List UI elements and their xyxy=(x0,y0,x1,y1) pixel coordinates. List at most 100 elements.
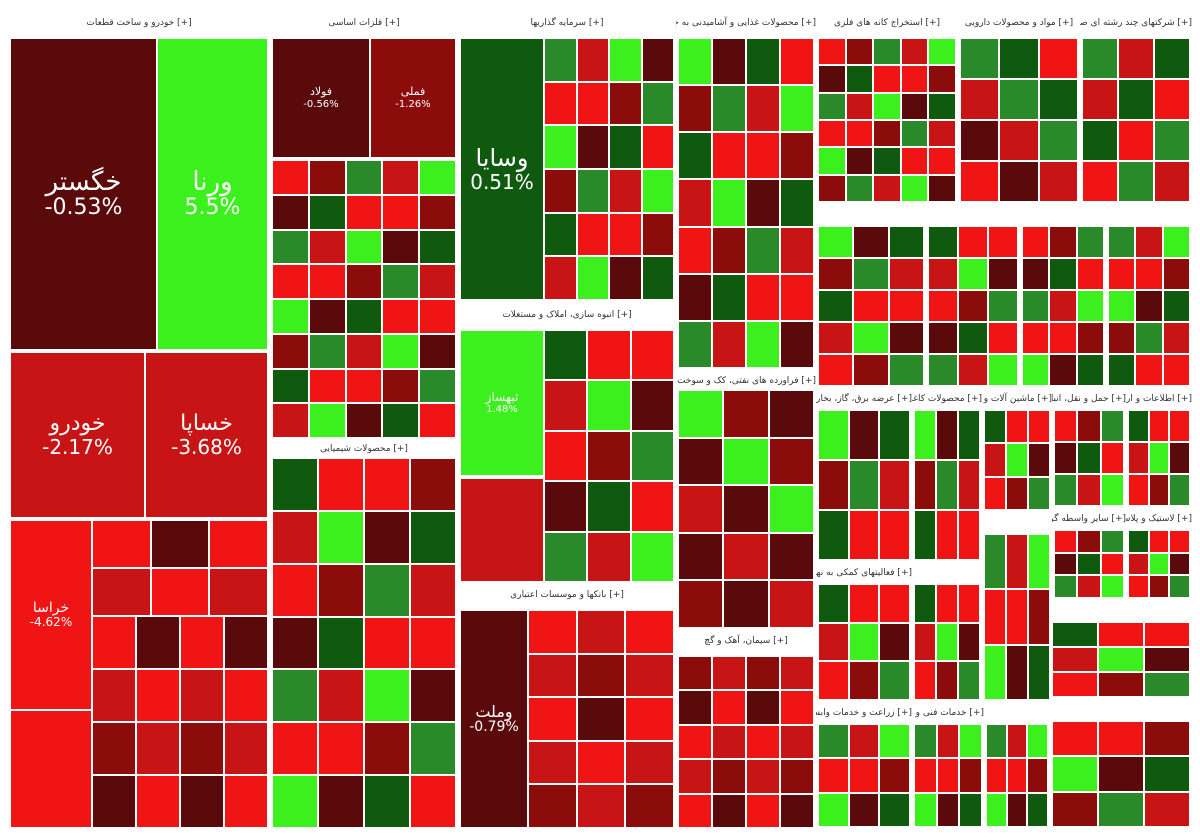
stock-tile[interactable] xyxy=(879,792,910,827)
stock-tile[interactable] xyxy=(528,610,577,654)
stock-tile[interactable] xyxy=(1118,161,1154,202)
stock-tile[interactable] xyxy=(364,616,410,670)
stock-tile[interactable] xyxy=(678,320,712,368)
stock-tile[interactable] xyxy=(986,724,1007,759)
stock-tile[interactable] xyxy=(224,722,268,775)
stock-tile[interactable] xyxy=(984,644,1006,700)
stock-tile[interactable] xyxy=(678,38,712,86)
stock-tile[interactable] xyxy=(1054,575,1078,598)
stock-tile[interactable] xyxy=(544,531,588,582)
stock-tile[interactable] xyxy=(1108,322,1136,354)
stock-tile[interactable] xyxy=(1108,258,1136,290)
stock-tile[interactable] xyxy=(958,622,980,662)
stock-tile[interactable] xyxy=(625,653,674,698)
stock-tile[interactable] xyxy=(345,264,383,299)
stock-tile[interactable] xyxy=(345,299,383,334)
stock-tile[interactable] xyxy=(958,410,980,460)
stock-tile[interactable] xyxy=(136,722,180,775)
stock-tile[interactable] xyxy=(928,322,958,354)
stock-tile[interactable] xyxy=(576,38,609,82)
stock-tile[interactable] xyxy=(1100,474,1124,506)
stock-tile[interactable] xyxy=(936,584,958,623)
stock-tile[interactable] xyxy=(272,722,318,776)
stock-tile[interactable] xyxy=(1100,575,1124,598)
stock-tile[interactable] xyxy=(888,226,924,258)
stock-tile[interactable] xyxy=(678,793,712,828)
stock-tile[interactable] xyxy=(318,510,364,564)
stock-tile[interactable] xyxy=(1054,474,1078,506)
stock-tile[interactable] xyxy=(999,79,1039,120)
stock-tile[interactable] xyxy=(345,333,383,369)
sector-header[interactable]: [+] ماشین آلات و تجهیزات xyxy=(982,390,1052,408)
stock-tile[interactable] xyxy=(879,661,910,700)
stock-tile[interactable] xyxy=(1038,38,1078,79)
stock-tile[interactable] xyxy=(1006,443,1028,477)
stock-tile[interactable] xyxy=(900,65,929,93)
stock-tile[interactable] xyxy=(576,169,609,213)
stock-tile[interactable] xyxy=(914,758,937,793)
stock-tile[interactable] xyxy=(1148,442,1170,474)
stock-tile[interactable] xyxy=(641,81,674,126)
stock-tile[interactable] xyxy=(1162,226,1190,258)
stock-tile[interactable] xyxy=(180,775,224,828)
stock-tile[interactable] xyxy=(848,622,880,662)
stock-tile[interactable] xyxy=(936,460,958,510)
stock-tile[interactable] xyxy=(1148,552,1170,576)
stock-tile[interactable] xyxy=(768,532,814,581)
stock-tile[interactable] xyxy=(984,534,1006,590)
stock-tile[interactable] xyxy=(308,194,346,230)
stock-tile[interactable] xyxy=(460,478,544,582)
stock-tile[interactable] xyxy=(848,724,880,759)
stock-tile[interactable] xyxy=(1006,758,1028,793)
stock-tile[interactable] xyxy=(780,759,814,794)
stock-tile[interactable] xyxy=(419,160,456,195)
stock-tile[interactable] xyxy=(318,722,364,776)
stock-tile[interactable] xyxy=(364,722,410,776)
stock-tile[interactable] xyxy=(914,792,937,827)
stock-tile[interactable] xyxy=(1082,38,1118,79)
stock-tile[interactable] xyxy=(1148,530,1170,553)
stock-tile[interactable] xyxy=(1077,575,1101,598)
stock-tile[interactable] xyxy=(936,724,960,759)
stock-tile[interactable] xyxy=(630,330,674,381)
stock-tile-0-1[interactable]: ورنا 5.5% xyxy=(157,38,268,350)
stock-tile[interactable] xyxy=(984,443,1006,477)
stock-tile-0-3[interactable]: خساپا -3.68% xyxy=(145,352,268,518)
stock-tile[interactable] xyxy=(879,622,910,662)
stock-tile[interactable] xyxy=(1135,226,1163,258)
stock-tile[interactable] xyxy=(576,740,626,785)
stock-tile[interactable] xyxy=(1135,354,1163,386)
sector-header[interactable]: [+] محصولات کاغذی xyxy=(912,390,982,408)
stock-tile[interactable] xyxy=(746,793,780,828)
stock-tile[interactable] xyxy=(888,354,924,386)
stock-tile[interactable] xyxy=(712,273,746,321)
stock-tile[interactable] xyxy=(1077,410,1101,442)
stock-tile[interactable] xyxy=(879,758,910,793)
stock-tile[interactable] xyxy=(928,290,958,322)
stock-tile[interactable] xyxy=(364,775,410,828)
stock-tile[interactable] xyxy=(382,264,420,299)
stock-tile[interactable] xyxy=(544,430,588,482)
stock-tile[interactable] xyxy=(888,290,924,322)
stock-tile-5-0[interactable]: وملت -0.79% xyxy=(460,610,528,828)
stock-tile[interactable] xyxy=(723,532,769,581)
stock-tile[interactable] xyxy=(1027,758,1048,793)
stock-tile[interactable] xyxy=(958,354,988,386)
stock-tile[interactable] xyxy=(1049,354,1077,386)
stock-tile[interactable] xyxy=(641,38,674,82)
stock-tile[interactable] xyxy=(150,568,210,616)
stock-tile[interactable] xyxy=(1118,79,1154,120)
stock-tile[interactable] xyxy=(272,403,309,438)
stock-tile[interactable] xyxy=(1052,647,1098,672)
stock-tile[interactable] xyxy=(848,410,880,460)
stock-tile[interactable] xyxy=(630,380,674,431)
stock-tile[interactable] xyxy=(1135,258,1163,290)
sector-header[interactable] xyxy=(1106,206,1192,224)
sector-header[interactable] xyxy=(1050,701,1192,719)
stock-tile[interactable] xyxy=(746,320,780,368)
stock-tile[interactable] xyxy=(1022,290,1050,322)
stock-tile[interactable] xyxy=(853,290,889,322)
stock-tile[interactable] xyxy=(641,169,674,213)
stock-tile[interactable] xyxy=(928,92,956,120)
stock-tile[interactable] xyxy=(1098,647,1144,672)
